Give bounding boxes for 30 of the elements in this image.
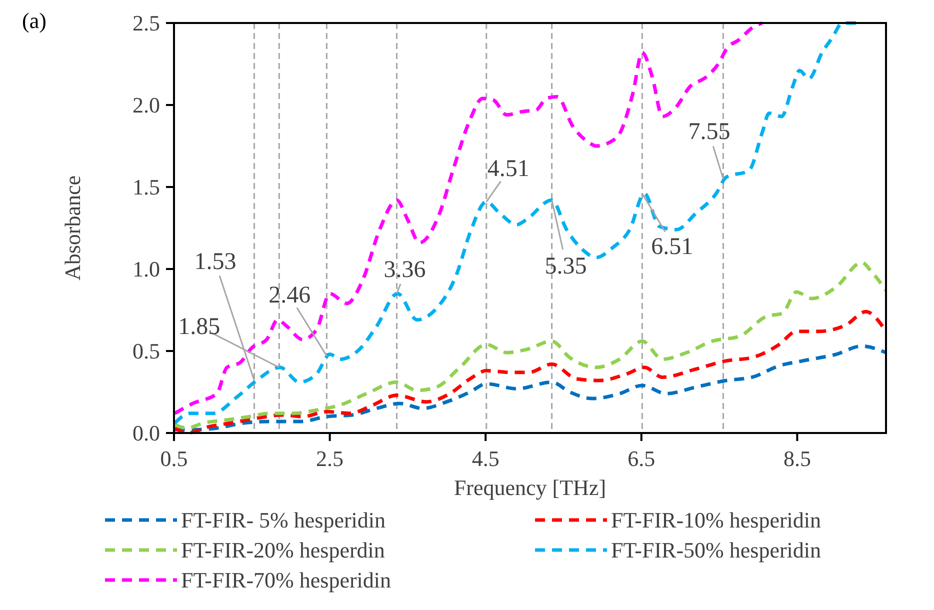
x-tick-label: 2.5 [316,446,344,471]
annotation: 5.35 [544,254,587,280]
x-tick-label: 6.5 [628,446,656,471]
x-tick-label: 8.5 [783,446,811,471]
y-tick-label: 1.0 [132,256,160,282]
x-tick-label: 0.5 [160,446,188,471]
x-axis-title: Frequency [THz] [454,475,606,500]
annotation: 6.51 [651,234,694,260]
legend-label: FT-FIR-20% hesperdin [181,538,385,563]
text: (a) [22,8,46,33]
annotation: 3.36 [384,257,426,283]
y-tick-label: 1.5 [132,174,160,200]
line-series [174,344,886,432]
line-series [174,21,764,416]
y-tick-label: 2.5 [132,10,160,36]
annotation: 1.53 [194,248,236,275]
legend-label: FT-FIR-70% hesperidin [181,568,392,593]
y-axis-title: Absorbance [60,175,85,281]
x-tick-label: 4.5 [472,446,500,471]
legend-label: FT-FIR-50% hesperidin [611,538,822,563]
annotation: 4.51 [487,156,530,182]
y-tick-label: 0.5 [132,338,160,364]
annotation: 7.55 [688,119,730,146]
y-tick-label: 0.0 [132,420,160,446]
line-series [174,310,886,435]
legend-label: FT-FIR-10% hesperidin [611,508,822,533]
y-tick-label: 2.0 [132,92,160,118]
legend-label: FT-FIR- 5% hesperidin [181,508,386,533]
annotation: 1.85 [178,314,220,340]
annotation: 2.46 [268,282,311,308]
